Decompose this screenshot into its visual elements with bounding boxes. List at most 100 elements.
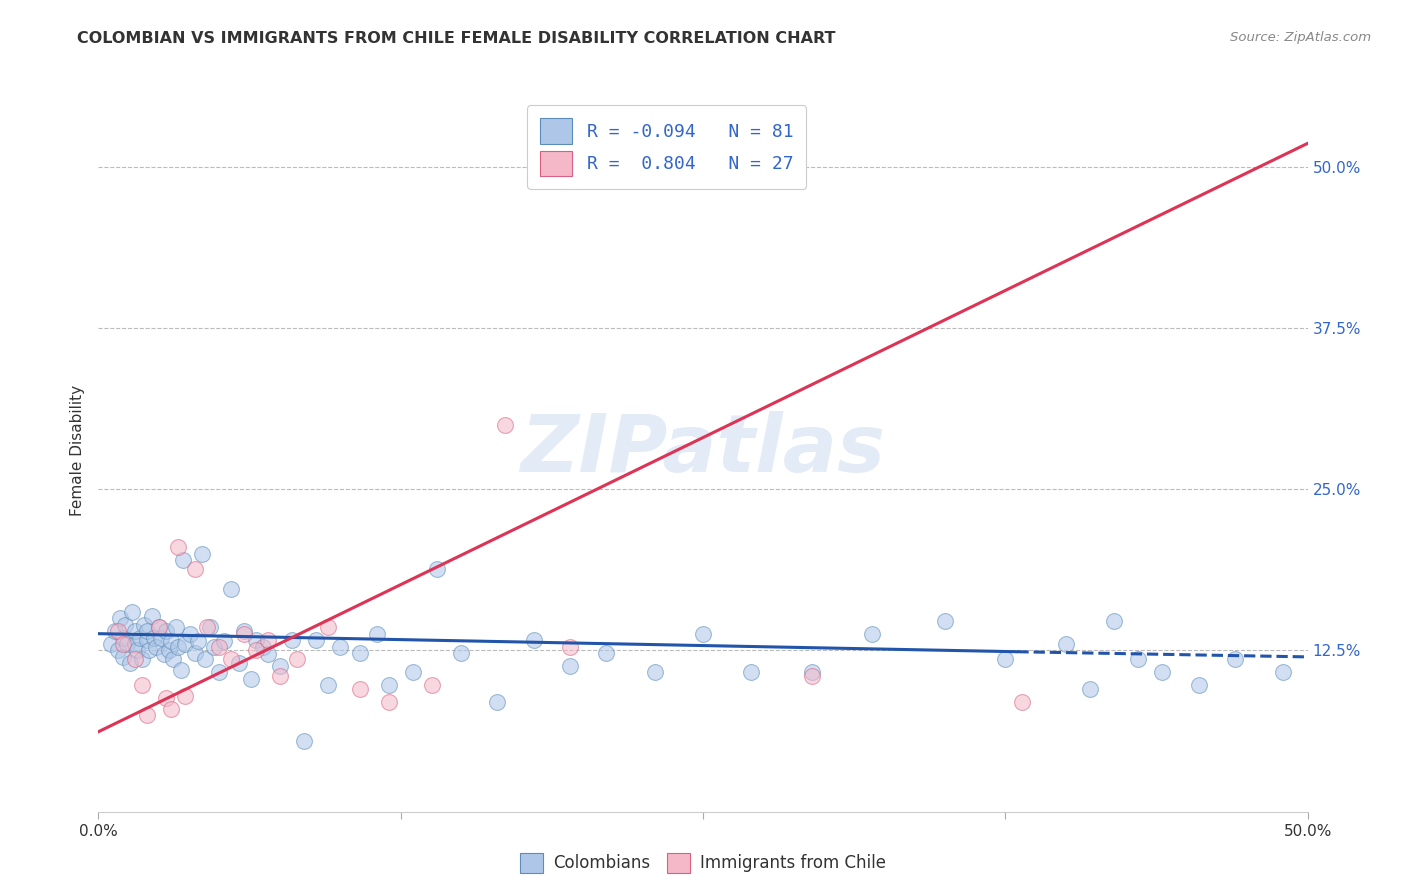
Point <box>135 708 157 723</box>
Point <box>145 640 167 654</box>
Point <box>107 624 129 639</box>
Point <box>162 652 184 666</box>
Point <box>1128 652 1150 666</box>
Point <box>135 633 157 648</box>
Point <box>494 417 516 432</box>
Point <box>1011 695 1033 709</box>
Point <box>187 634 209 648</box>
Point <box>1223 652 1246 666</box>
Point <box>165 620 187 634</box>
Point <box>155 624 177 639</box>
Point <box>402 665 425 680</box>
Point <box>800 669 823 683</box>
Point <box>174 637 197 651</box>
Point <box>160 634 183 648</box>
Point <box>124 637 146 651</box>
Point <box>281 633 304 648</box>
Point <box>127 643 149 657</box>
Point <box>194 652 217 666</box>
Point <box>131 652 153 666</box>
Point <box>329 640 352 654</box>
Point <box>169 663 191 677</box>
Point <box>141 608 163 623</box>
Point <box>118 657 141 671</box>
Point <box>111 631 134 645</box>
Point <box>595 646 617 660</box>
Point <box>366 626 388 640</box>
Point <box>292 733 315 747</box>
Text: COLOMBIAN VS IMMIGRANTS FROM CHILE FEMALE DISABILITY CORRELATION CHART: COLOMBIAN VS IMMIGRANTS FROM CHILE FEMAL… <box>77 31 835 46</box>
Point <box>195 620 218 634</box>
Point <box>245 633 267 648</box>
Point <box>114 617 136 632</box>
Point <box>124 652 146 666</box>
Point <box>208 640 231 654</box>
Point <box>208 665 231 680</box>
Point <box>104 624 127 639</box>
Point <box>107 643 129 657</box>
Point <box>148 620 170 634</box>
Point <box>100 637 122 651</box>
Point <box>232 624 254 639</box>
Point <box>740 665 762 680</box>
Point <box>148 620 170 634</box>
Point <box>245 643 267 657</box>
Point <box>184 562 207 576</box>
Point <box>558 640 581 654</box>
Point <box>155 691 177 706</box>
Point <box>184 646 207 660</box>
Point <box>167 640 190 654</box>
Y-axis label: Female Disability: Female Disability <box>70 384 86 516</box>
Point <box>523 633 546 648</box>
Point <box>117 637 139 651</box>
Point <box>486 695 509 709</box>
Point <box>157 643 180 657</box>
Point <box>1078 682 1101 697</box>
Point <box>1152 665 1174 680</box>
Point <box>221 652 243 666</box>
Point <box>269 669 291 683</box>
Point <box>160 701 183 715</box>
Point <box>420 678 443 692</box>
Point <box>108 611 131 625</box>
Point <box>198 620 221 634</box>
Point <box>860 626 883 640</box>
Point <box>128 631 150 645</box>
Point <box>256 633 278 648</box>
Point <box>143 631 166 645</box>
Point <box>349 682 371 697</box>
Point <box>174 689 197 703</box>
Point <box>228 657 250 671</box>
Point <box>172 553 194 567</box>
Point <box>1054 637 1077 651</box>
Point <box>377 678 399 692</box>
Point <box>111 637 134 651</box>
Point <box>377 695 399 709</box>
Legend: R = -0.094   N = 81, R =  0.804   N = 27: R = -0.094 N = 81, R = 0.804 N = 27 <box>527 105 806 189</box>
Point <box>269 659 291 673</box>
Point <box>305 633 328 648</box>
Point <box>150 631 173 645</box>
Point <box>994 652 1017 666</box>
Point <box>131 678 153 692</box>
Point <box>1272 665 1295 680</box>
Point <box>692 626 714 640</box>
Point <box>800 665 823 680</box>
Point <box>316 620 339 634</box>
Point <box>191 547 214 561</box>
Point <box>558 659 581 673</box>
Text: Source: ZipAtlas.com: Source: ZipAtlas.com <box>1230 31 1371 45</box>
Point <box>212 634 235 648</box>
Point <box>285 652 308 666</box>
Point <box>111 649 134 664</box>
Point <box>316 678 339 692</box>
Point <box>1102 614 1125 628</box>
Point <box>167 540 190 554</box>
Point <box>232 626 254 640</box>
Point <box>152 648 174 662</box>
Point <box>1188 678 1211 692</box>
Point <box>644 665 666 680</box>
Point <box>135 624 157 639</box>
Point <box>349 646 371 660</box>
Legend: Colombians, Immigrants from Chile: Colombians, Immigrants from Chile <box>513 847 893 880</box>
